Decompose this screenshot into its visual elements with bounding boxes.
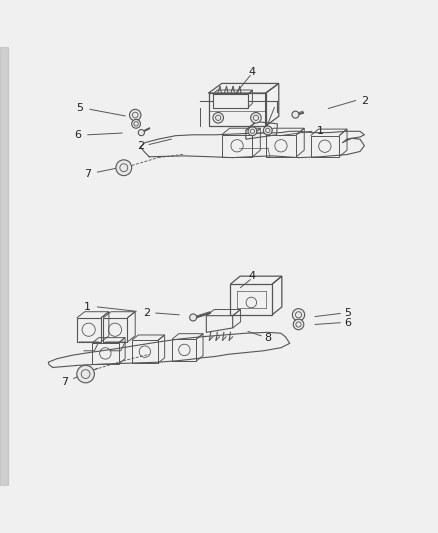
Circle shape xyxy=(138,130,144,136)
Circle shape xyxy=(250,112,261,123)
Circle shape xyxy=(131,119,140,128)
Text: 2: 2 xyxy=(137,141,144,151)
Text: 5: 5 xyxy=(343,309,350,319)
Text: 2: 2 xyxy=(143,308,150,318)
Circle shape xyxy=(129,109,141,121)
Text: 4: 4 xyxy=(248,271,255,281)
Text: 7: 7 xyxy=(61,376,68,386)
Circle shape xyxy=(263,126,272,135)
Text: 7: 7 xyxy=(84,169,91,179)
Bar xyxy=(0,47,8,486)
Circle shape xyxy=(212,112,223,123)
Text: 5: 5 xyxy=(76,102,83,112)
Text: 6: 6 xyxy=(74,130,81,140)
Text: 2: 2 xyxy=(360,95,367,106)
Text: 8: 8 xyxy=(264,333,271,343)
Circle shape xyxy=(247,127,256,136)
Circle shape xyxy=(77,365,94,383)
Text: 4: 4 xyxy=(248,67,255,77)
Text: 6: 6 xyxy=(343,318,350,328)
Circle shape xyxy=(293,319,303,330)
Text: 1: 1 xyxy=(84,302,91,312)
Circle shape xyxy=(116,160,131,176)
Circle shape xyxy=(189,314,196,321)
Circle shape xyxy=(292,309,304,321)
Circle shape xyxy=(291,111,298,118)
Text: 1: 1 xyxy=(316,126,323,136)
